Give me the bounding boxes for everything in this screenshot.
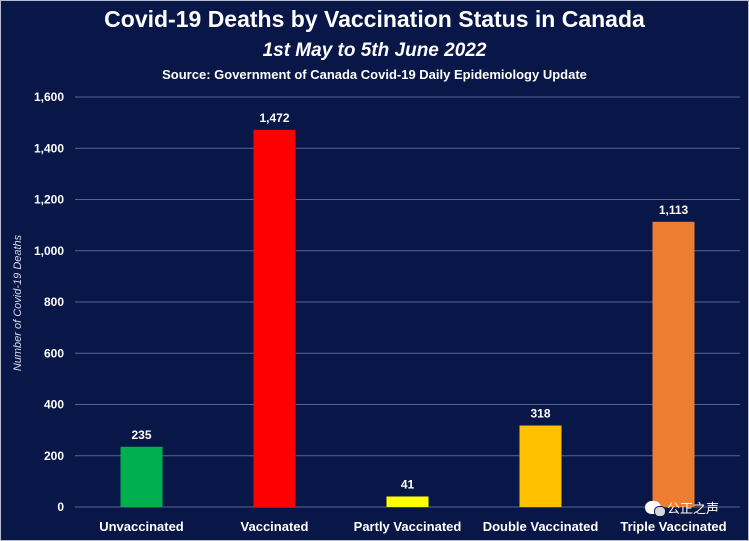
watermark-text: 公正之声 bbox=[666, 501, 719, 516]
bar bbox=[519, 425, 562, 507]
bar bbox=[120, 446, 163, 507]
x-tick-label: Vaccinated bbox=[241, 519, 309, 534]
bar bbox=[386, 496, 429, 507]
y-tick-label: 1,200 bbox=[34, 193, 64, 207]
x-tick-label: Double Vaccinated bbox=[483, 519, 599, 534]
data-label: 41 bbox=[401, 477, 415, 491]
chart-title: Covid-19 Deaths by Vaccination Status in… bbox=[104, 6, 645, 32]
y-tick-label: 400 bbox=[44, 398, 64, 412]
x-tick-label: Unvaccinated bbox=[99, 519, 184, 534]
y-tick-label: 1,600 bbox=[34, 90, 64, 104]
y-tick-label: 600 bbox=[44, 346, 64, 360]
bar bbox=[652, 221, 695, 507]
data-label: 1,113 bbox=[659, 203, 689, 217]
y-tick-label: 200 bbox=[44, 449, 64, 463]
y-tick-label: 800 bbox=[44, 295, 64, 309]
data-label: 318 bbox=[530, 407, 550, 421]
watermark: 公正之声 bbox=[644, 498, 719, 517]
y-tick-label: 1,400 bbox=[34, 141, 64, 155]
chart-subtitle: 1st May to 5th June 2022 bbox=[262, 40, 487, 61]
bar bbox=[253, 129, 296, 508]
chart-source: Source: Government of Canada Covid-19 Da… bbox=[162, 67, 587, 82]
y-tick-label: 0 bbox=[57, 500, 64, 514]
data-label: 235 bbox=[131, 428, 151, 442]
x-tick-label: Partly Vaccinated bbox=[354, 519, 462, 534]
wechat-icon bbox=[644, 501, 666, 517]
data-label: 1,472 bbox=[259, 111, 289, 125]
x-tick-label: Triple Vaccinated bbox=[620, 519, 726, 534]
y-tick-label: 1,000 bbox=[34, 244, 64, 258]
